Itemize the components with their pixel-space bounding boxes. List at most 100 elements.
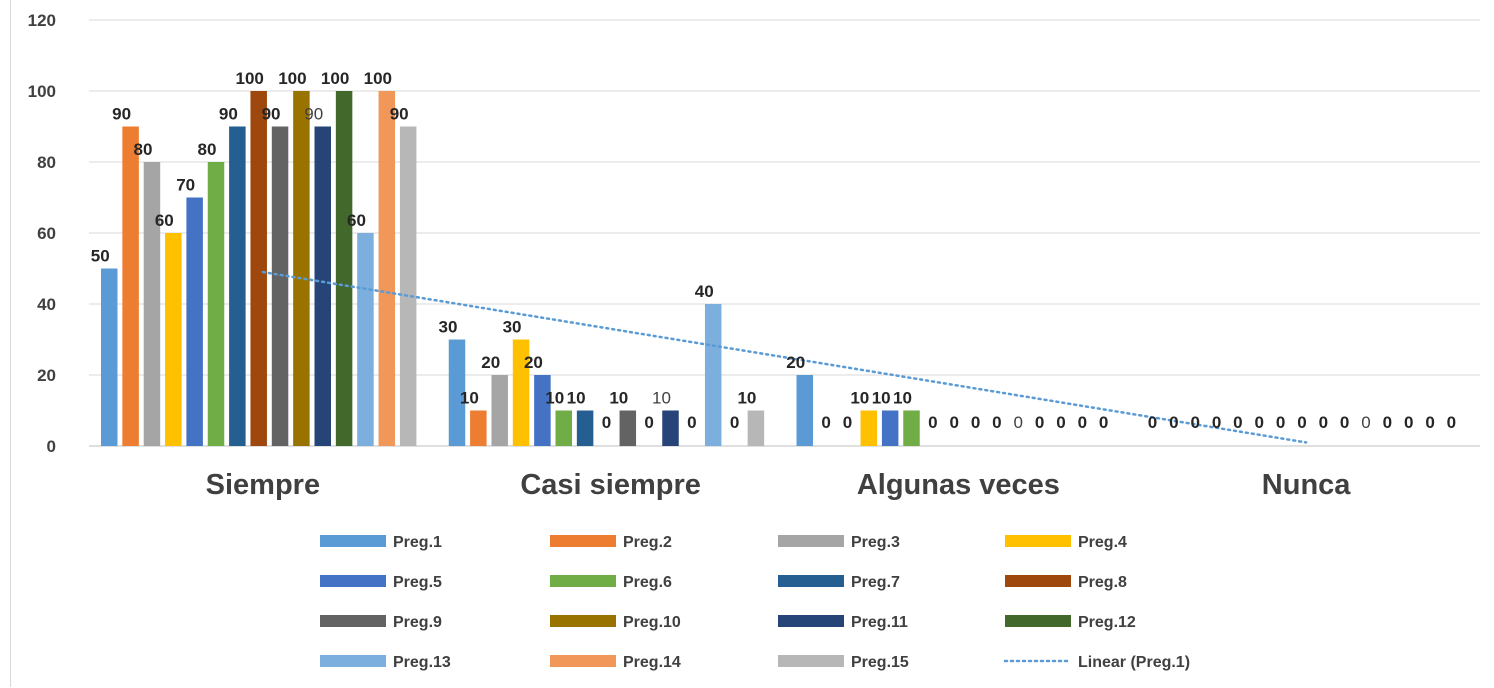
legend-label: Preg.15: [851, 654, 909, 671]
data-label: 0: [949, 413, 958, 432]
data-label: 100: [278, 69, 306, 88]
data-label: 0: [644, 413, 653, 432]
data-label: 0: [1276, 413, 1285, 432]
trendline: [261, 270, 1308, 444]
trendline-line: [261, 270, 1308, 444]
legend-swatch: [550, 655, 616, 667]
bar: [378, 91, 396, 446]
legend-swatch: [550, 615, 616, 627]
legend-swatch: [320, 615, 386, 627]
data-label: 10: [893, 389, 912, 408]
data-label: 90: [219, 105, 238, 124]
legend-swatch: [778, 655, 844, 667]
data-label: 10: [872, 389, 891, 408]
legend-label: Preg.14: [623, 654, 681, 671]
data-label: 10: [609, 389, 628, 408]
legend-swatch: [778, 535, 844, 547]
data-label: 0: [1383, 413, 1392, 432]
bar: [534, 375, 551, 446]
data-label: 80: [198, 140, 217, 159]
bar: [229, 126, 246, 446]
legend-label: Preg.4: [1078, 534, 1127, 551]
data-label: 0: [821, 413, 830, 432]
data-label: 0: [1212, 413, 1221, 432]
x-axis-category-labels: Siempre Casi siempre Algunas veces Nunca: [206, 469, 1352, 501]
legend-label: Linear (Preg.1): [1078, 654, 1190, 671]
legend-label: Preg.5: [393, 574, 442, 591]
chart-frame: [10, 0, 1493, 687]
category-label: Casi siempre: [520, 469, 701, 501]
data-label: 0: [1255, 413, 1264, 432]
data-label: 90: [304, 105, 323, 124]
legend-label: Preg.11: [851, 614, 908, 631]
data-label: 100: [236, 69, 264, 88]
legend-label: Preg.1: [393, 534, 442, 551]
legend: Preg.1 Preg.2 Preg.3 Preg.4 Preg.5 Preg.6 Preg…: [320, 534, 1190, 671]
bar: [555, 410, 572, 446]
bar: [903, 410, 920, 446]
data-label: 60: [347, 211, 366, 230]
data-label: 0: [1169, 413, 1178, 432]
data-label: 10: [737, 389, 756, 408]
data-label: 20: [524, 353, 543, 372]
data-label: 0: [971, 413, 980, 432]
bar: [271, 126, 289, 446]
data-label: 0: [1361, 413, 1370, 432]
data-label: 30: [503, 318, 522, 337]
legend-swatch: [778, 575, 844, 587]
y-tick-label: 60: [37, 224, 56, 243]
legend-swatch: [320, 535, 386, 547]
data-label: 10: [545, 389, 564, 408]
bar: [448, 339, 466, 446]
data-label: 0: [1099, 413, 1108, 432]
legend-swatch: [1005, 615, 1071, 627]
data-label: 90: [390, 105, 409, 124]
y-tick-label: 80: [37, 153, 56, 172]
data-label: 90: [262, 105, 281, 124]
legend-swatch: [550, 575, 616, 587]
bar: [293, 91, 310, 446]
data-label: 0: [602, 413, 611, 432]
data-label: 30: [439, 318, 458, 337]
legend-label: Preg.10: [623, 614, 681, 631]
legend-swatch: [1005, 575, 1071, 587]
bar: [122, 126, 139, 446]
bar: [662, 410, 679, 446]
data-label: 100: [321, 69, 349, 88]
category-label: Algunas veces: [857, 469, 1060, 501]
legend-label: Preg.3: [851, 534, 900, 551]
y-tick-label: 40: [37, 295, 56, 314]
legend-label: Preg.2: [623, 534, 672, 551]
bar: [796, 375, 813, 446]
data-label: 0: [1148, 413, 1157, 432]
data-label: 20: [786, 353, 805, 372]
data-label: 0: [1425, 413, 1434, 432]
bar: [576, 410, 594, 446]
legend-swatch: [320, 655, 386, 667]
data-label: 0: [1014, 413, 1023, 432]
bar: [250, 91, 267, 446]
data-label: 0: [928, 413, 937, 432]
legend-swatch: [550, 535, 616, 547]
legend-label: Preg.7: [851, 574, 900, 591]
data-label: 0: [1190, 413, 1199, 432]
legend-label: Preg.9: [393, 614, 442, 631]
bar: [314, 126, 331, 446]
y-tick-label: 0: [47, 437, 56, 456]
data-label: 100: [364, 69, 392, 88]
data-label: 10: [460, 389, 479, 408]
data-label: 0: [1447, 413, 1456, 432]
bar: [491, 375, 508, 446]
legend-swatch: [320, 575, 386, 587]
bar: [207, 162, 225, 446]
data-label: 0: [1035, 413, 1044, 432]
legend-label: Preg.12: [1078, 614, 1136, 631]
data-label: 20: [481, 353, 500, 372]
data-label: 10: [652, 389, 671, 408]
bars: [101, 91, 920, 446]
bar: [512, 339, 530, 446]
data-label: 0: [1056, 413, 1065, 432]
data-label: 60: [155, 211, 174, 230]
